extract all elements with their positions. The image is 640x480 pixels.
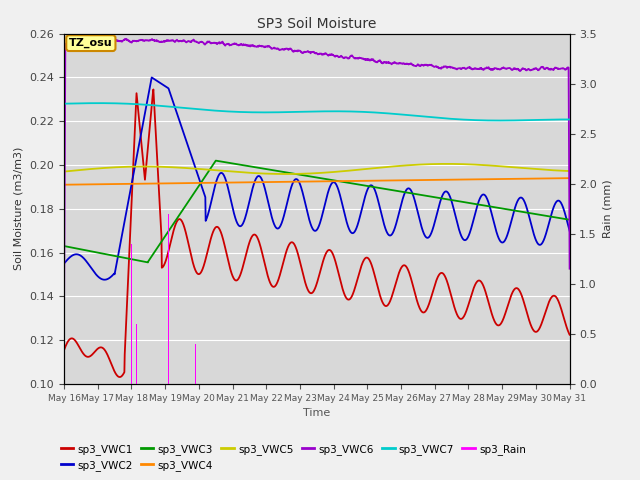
Legend: sp3_VWC1, sp3_VWC2, sp3_VWC3, sp3_VWC4, sp3_VWC5, sp3_VWC6, sp3_VWC7, sp3_Rain: sp3_VWC1, sp3_VWC2, sp3_VWC3, sp3_VWC4, …: [56, 439, 530, 475]
Y-axis label: Soil Moisture (m3/m3): Soil Moisture (m3/m3): [14, 147, 24, 271]
X-axis label: Time: Time: [303, 408, 330, 418]
Text: TZ_osu: TZ_osu: [69, 38, 113, 48]
Title: SP3 Soil Moisture: SP3 Soil Moisture: [257, 17, 376, 31]
Y-axis label: Rain (mm): Rain (mm): [603, 180, 612, 238]
